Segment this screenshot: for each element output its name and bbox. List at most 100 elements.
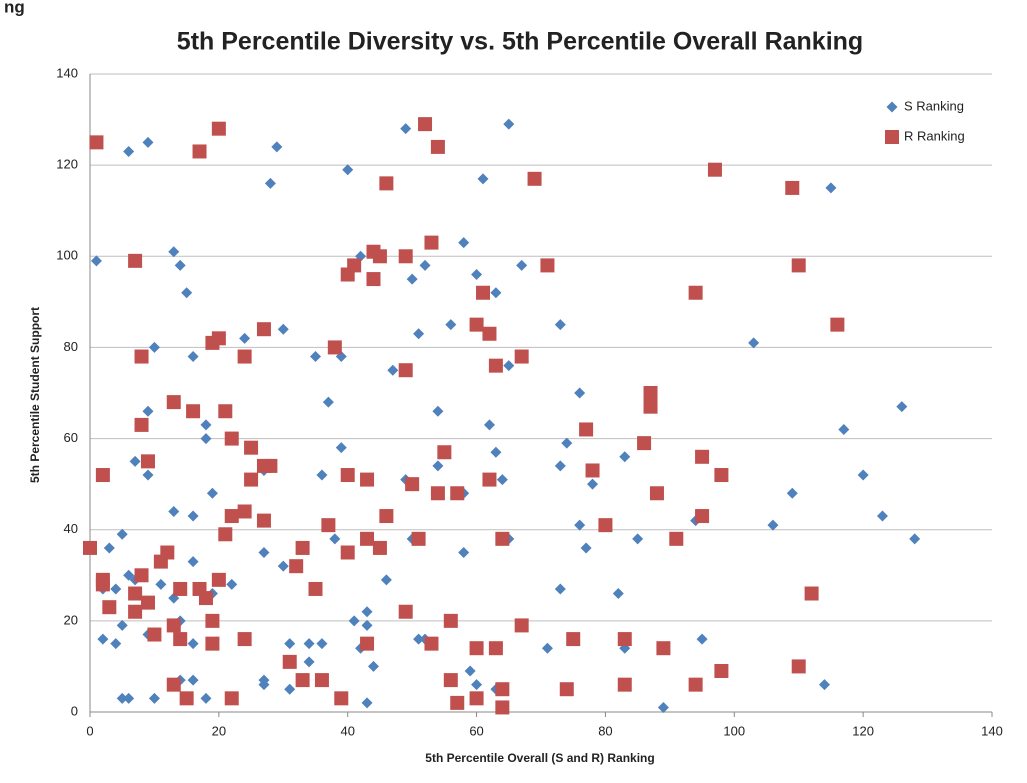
point	[598, 518, 613, 533]
point	[566, 632, 581, 647]
point	[411, 531, 426, 546]
point	[561, 437, 573, 449]
point	[587, 478, 599, 490]
point	[211, 121, 226, 136]
point	[791, 258, 806, 273]
point	[334, 691, 349, 706]
point	[825, 182, 837, 194]
point	[372, 249, 387, 264]
point	[496, 474, 508, 486]
point	[471, 679, 483, 691]
point	[488, 641, 503, 656]
point	[187, 674, 199, 686]
point	[896, 401, 908, 413]
point	[348, 615, 360, 627]
point	[432, 405, 444, 417]
point	[264, 177, 276, 189]
point	[116, 619, 128, 631]
point	[110, 583, 122, 595]
point	[458, 547, 470, 558]
point	[168, 505, 180, 517]
y-tick-label: 40	[64, 521, 78, 536]
point	[430, 139, 445, 154]
point	[617, 677, 632, 692]
point	[483, 419, 495, 431]
point	[471, 269, 483, 281]
point	[340, 545, 355, 560]
point	[166, 395, 181, 410]
point	[495, 700, 510, 715]
point	[187, 351, 199, 363]
point	[258, 547, 270, 558]
point	[90, 255, 102, 267]
point	[361, 697, 373, 709]
point	[514, 618, 529, 633]
point	[503, 118, 515, 130]
point	[192, 144, 207, 159]
point	[400, 123, 412, 135]
point	[327, 340, 342, 355]
point	[656, 641, 671, 656]
point	[95, 468, 110, 483]
point	[134, 417, 149, 432]
x-tick-label: 20	[212, 723, 226, 738]
point	[707, 162, 722, 177]
point	[237, 504, 252, 519]
point	[366, 272, 381, 287]
point	[256, 322, 271, 337]
point	[211, 331, 226, 346]
point	[482, 472, 497, 487]
x-tick-label: 40	[340, 723, 354, 738]
point	[179, 691, 194, 706]
point	[857, 469, 869, 481]
point	[258, 679, 270, 691]
point	[838, 423, 850, 435]
point	[237, 349, 252, 364]
point	[361, 619, 373, 631]
point	[224, 431, 239, 446]
point	[289, 559, 304, 574]
legend-label: R Ranking	[904, 128, 965, 143]
point	[237, 632, 252, 647]
point	[148, 341, 160, 353]
point	[464, 665, 476, 677]
point	[95, 577, 110, 592]
point	[785, 180, 800, 195]
legend-marker	[885, 130, 899, 144]
point	[430, 486, 445, 501]
point	[830, 317, 845, 332]
point	[340, 468, 355, 483]
point	[97, 633, 109, 645]
point	[148, 692, 160, 704]
point	[791, 659, 806, 674]
point	[83, 540, 97, 555]
point	[277, 560, 289, 572]
point	[284, 683, 296, 695]
point	[632, 533, 644, 545]
point	[554, 460, 566, 472]
point	[580, 542, 592, 554]
point	[166, 677, 181, 692]
point	[574, 519, 586, 531]
point	[406, 273, 418, 285]
point	[142, 405, 154, 417]
point	[450, 695, 465, 710]
point	[450, 486, 465, 501]
point	[527, 171, 542, 186]
point	[128, 604, 143, 619]
point	[554, 583, 566, 595]
point	[482, 326, 497, 341]
legend-label: S Ranking	[904, 98, 964, 113]
x-tick-label: 140	[981, 723, 1003, 738]
point	[804, 586, 819, 601]
point	[116, 528, 128, 540]
point	[329, 533, 341, 545]
point	[554, 319, 566, 331]
point	[116, 692, 128, 704]
point	[310, 351, 321, 363]
point	[490, 287, 502, 299]
point	[413, 328, 425, 340]
point	[147, 627, 162, 642]
point	[284, 638, 296, 650]
point	[295, 540, 310, 555]
